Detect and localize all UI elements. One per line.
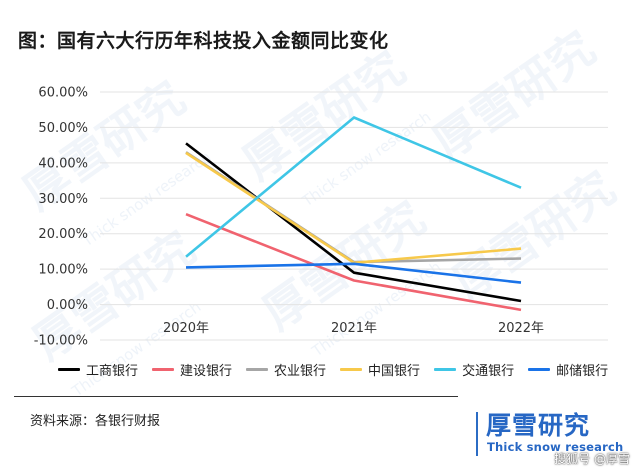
x-axis-ticks: 2020年 2021年 2022年 xyxy=(163,321,544,336)
chart-legend: 工商银行 建设银行 农业银行 中国银行 交通银行 邮储银行 xyxy=(58,360,622,379)
source-note: 资料来源：各银行财报 xyxy=(30,414,161,429)
y-axis-ticks: 60.00% 50.00% 40.00% 30.00% 20.00% 10.00% 0.00… xyxy=(34,86,88,349)
grid-lines xyxy=(100,91,608,341)
legend-item: 建设银行 xyxy=(152,360,232,379)
legend-label: 邮储银行 xyxy=(556,364,609,379)
y-tick-label: 30.00% xyxy=(38,192,88,207)
y-tick-label: -10.00% xyxy=(34,334,88,349)
legend-swatch xyxy=(246,368,269,371)
legend-label: 建设银行 xyxy=(180,364,233,379)
series-line-农业银行 xyxy=(185,151,522,264)
series-lines xyxy=(185,116,522,312)
legend-swatch xyxy=(528,368,551,371)
legend-label: 农业银行 xyxy=(274,364,327,379)
legend-item: 中国银行 xyxy=(340,360,420,379)
legend-swatch xyxy=(340,368,363,371)
series-line-建设银行 xyxy=(185,212,522,312)
y-tick-label: 20.00% xyxy=(38,227,88,242)
brand-divider xyxy=(476,412,478,456)
y-tick-label: 0.00% xyxy=(47,298,88,313)
legend-swatch xyxy=(152,368,175,371)
brand-logo-subtext: Thick snow research xyxy=(487,440,624,454)
brand-logo-text: 厚雪研究 xyxy=(486,411,591,440)
legend-item: 交通银行 xyxy=(434,360,514,379)
series-line-工商银行 xyxy=(185,142,522,303)
y-tick-label: 40.00% xyxy=(38,156,88,171)
divider xyxy=(14,396,458,397)
y-tick-label: 60.00% xyxy=(38,86,88,101)
legend-swatch xyxy=(58,368,80,371)
y-tick-label: 10.00% xyxy=(38,263,88,278)
legend-item: 工商银行 xyxy=(58,360,138,379)
legend-label: 工商银行 xyxy=(86,364,139,379)
series-line-邮储银行 xyxy=(185,262,522,284)
legend-swatch xyxy=(434,368,457,371)
x-tick-label: 2020年 xyxy=(163,321,209,336)
chart-title: 图：国有六大行历年科技投入金额同比变化 xyxy=(18,30,389,52)
series-line-中国银行 xyxy=(185,151,522,265)
legend-item: 邮储银行 xyxy=(528,360,608,379)
line-chart: 60.00% 50.00% 40.00% 30.00% 20.00% 10.00% 0.00… xyxy=(34,86,608,349)
x-tick-label: 2021年 xyxy=(331,321,377,336)
legend-label: 交通银行 xyxy=(462,364,515,379)
legend-label: 中国银行 xyxy=(368,364,421,379)
credit-watermark: 搜狐号 @厚雪 xyxy=(554,452,630,466)
x-tick-label: 2022年 xyxy=(498,321,544,336)
legend-item: 农业银行 xyxy=(246,360,326,379)
y-tick-label: 50.00% xyxy=(38,121,88,136)
series-line-交通银行 xyxy=(185,116,522,258)
